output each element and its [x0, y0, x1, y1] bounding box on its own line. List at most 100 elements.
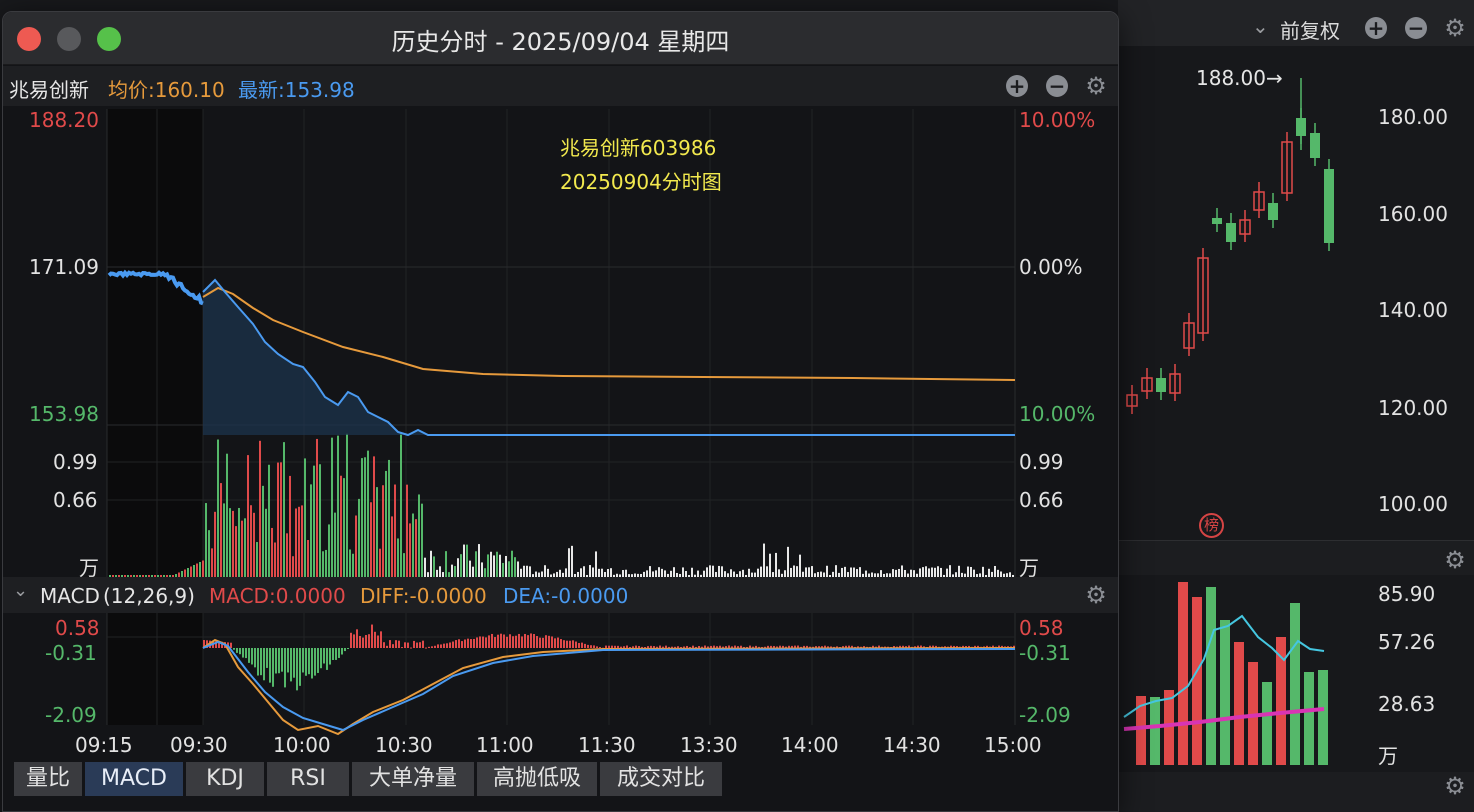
volume-bar: [778, 569, 780, 577]
chevron-down-icon[interactable]: ⌄: [1252, 14, 1269, 38]
macd-bar: [623, 646, 625, 648]
minimize-window-button[interactable]: [57, 27, 81, 51]
bg-vol-settings-gear-icon[interactable]: ⚙: [1444, 546, 1466, 574]
volume-bar: [715, 571, 717, 577]
bg-settings-gear-icon[interactable]: ⚙: [1444, 14, 1466, 42]
volume-bar: [412, 513, 414, 577]
volume-bar: [661, 568, 663, 577]
macd-bar: [203, 640, 205, 648]
macd-settings-gear-icon[interactable]: ⚙: [1085, 581, 1107, 609]
price-axis-mid: 171.09: [29, 255, 99, 279]
macd-bar: [851, 645, 853, 648]
macd-axis-right: -0.31: [1019, 641, 1071, 665]
macd-bar: [551, 636, 553, 648]
volume-bar: [892, 569, 894, 577]
macd-bar: [902, 645, 904, 648]
macd-bar: [593, 645, 595, 648]
macd-bar: [644, 646, 646, 648]
volume-bar: [559, 569, 561, 577]
macd-bar: [782, 645, 784, 648]
macd-bar: [770, 645, 772, 648]
macd-bar: [476, 637, 478, 648]
tab-rsi[interactable]: RSI: [267, 762, 349, 796]
volume-bar: [313, 465, 315, 577]
macd-bar: [548, 635, 550, 648]
macd-bar: [326, 648, 328, 670]
volume-bar: [820, 571, 822, 577]
tab-volume-ratio[interactable]: 量比: [14, 762, 82, 796]
macd-bar: [785, 646, 787, 648]
macd-bar: [827, 646, 829, 648]
maximize-window-button[interactable]: [97, 27, 121, 51]
volume-bar: [538, 572, 540, 577]
volume-bar: [127, 575, 129, 577]
pct-axis-mid: 0.00%: [1019, 255, 1083, 279]
tab-volume-compare[interactable]: 成交对比: [600, 762, 722, 796]
chart-settings-gear-icon[interactable]: ⚙: [1085, 72, 1107, 100]
tab-high-sell-low-buy[interactable]: 高抛低吸: [477, 762, 597, 796]
macd-bar: [917, 645, 919, 648]
volume-bar: [745, 574, 747, 577]
macd-bar: [503, 634, 505, 648]
volume-bar: [727, 573, 729, 577]
macd-bar: [908, 645, 910, 648]
volume-bar: [901, 565, 903, 577]
time-tick: 13:30: [680, 733, 738, 757]
volume-bar: [109, 575, 111, 577]
ranking-badge-icon[interactable]: 榜: [1199, 513, 1224, 538]
volume-bar: [460, 554, 462, 577]
volume-bar: [829, 574, 831, 577]
bg-candle: [1226, 223, 1236, 242]
volume-bar: [838, 572, 840, 577]
macd-collapse-chevron-icon[interactable]: ⌄: [13, 580, 29, 601]
tab-large-order-net[interactable]: 大单净量: [352, 762, 474, 796]
volume-bar: [418, 494, 420, 577]
tab-kdj[interactable]: KDJ: [186, 762, 264, 796]
volume-bar: [754, 572, 756, 577]
macd-bar: [791, 645, 793, 648]
volume-bar: [736, 574, 738, 577]
macd-bar: [308, 648, 310, 675]
close-window-button[interactable]: [17, 27, 41, 51]
volume-bar: [997, 569, 999, 577]
macd-bar: [857, 646, 859, 648]
adjust-mode-label[interactable]: 前复权: [1280, 19, 1340, 43]
time-tick: 09:30: [170, 733, 228, 757]
bg-zoom-in-icon[interactable]: +: [1365, 17, 1387, 39]
macd-bar: [788, 645, 790, 648]
bg-candle: [1239, 219, 1251, 235]
zoom-in-icon[interactable]: +: [1006, 75, 1028, 97]
volume-bar: [169, 575, 171, 577]
macd-bar: [800, 646, 802, 648]
window-titlebar[interactable]: 历史分时 - 2025/09/04 星期四: [3, 12, 1118, 65]
macd-bar: [386, 645, 388, 648]
volume-bar: [235, 526, 237, 577]
bg-zoom-out-icon[interactable]: −: [1405, 17, 1427, 39]
vol-axis-right-unit: 万: [1019, 556, 1039, 580]
macd-bar: [671, 646, 673, 648]
macd-indicator-name[interactable]: MACD: [40, 584, 100, 608]
zoom-out-icon[interactable]: −: [1046, 75, 1068, 97]
volume-bar: [172, 575, 174, 577]
bg-candle: [1253, 191, 1265, 211]
tab-macd[interactable]: MACD: [85, 762, 183, 796]
macd-bar: [365, 635, 367, 648]
volume-bar: [151, 575, 153, 577]
volume-bar: [799, 554, 801, 577]
volume-bar: [217, 439, 219, 577]
volume-bar: [877, 573, 879, 577]
volume-bar: [196, 563, 198, 577]
macd-bar: [398, 640, 400, 648]
diff-value: DIFF:-0.0000: [360, 584, 487, 608]
bg-volume-bar: [1178, 582, 1188, 765]
macd-bar: [716, 646, 718, 648]
volume-bar: [514, 557, 516, 577]
volume-bar: [523, 565, 525, 577]
volume-bar: [166, 575, 168, 577]
volume-bar: [508, 561, 510, 577]
volume-bar: [640, 573, 642, 577]
macd-bar: [824, 645, 826, 648]
volume-bar: [322, 551, 324, 577]
macd-bar: [722, 646, 724, 648]
bg-bottom-settings-gear-icon[interactable]: ⚙: [1444, 772, 1466, 800]
